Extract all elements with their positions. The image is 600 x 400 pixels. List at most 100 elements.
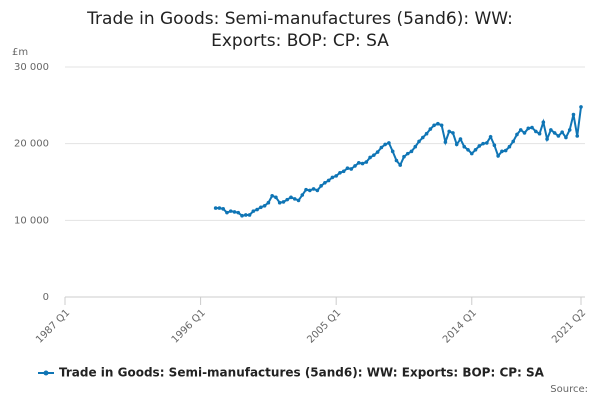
point (530, 125, 534, 130)
point (447, 129, 451, 134)
point (477, 144, 482, 148)
point (485, 141, 489, 145)
point (454, 142, 459, 147)
point (526, 126, 531, 131)
point (564, 135, 568, 140)
point (439, 123, 444, 128)
point (292, 197, 297, 201)
point (341, 169, 346, 174)
point (345, 166, 350, 170)
point (289, 195, 293, 200)
point (537, 131, 542, 136)
point (518, 128, 523, 132)
point (311, 187, 316, 191)
point (308, 188, 312, 193)
point (228, 209, 233, 213)
y-tick-label: 0 (43, 292, 49, 303)
point (398, 163, 403, 167)
point (326, 178, 331, 183)
point (417, 139, 421, 144)
point (266, 200, 271, 205)
point (255, 207, 259, 212)
point (500, 149, 504, 154)
point (315, 188, 320, 193)
point (300, 193, 305, 197)
x-tick-label: 1987 Q1 (34, 307, 72, 345)
point (421, 135, 425, 140)
point (424, 131, 429, 136)
y-unit: £m (12, 47, 28, 58)
point (492, 143, 497, 147)
point (387, 141, 391, 145)
point (390, 149, 395, 154)
point (571, 112, 576, 117)
point (356, 161, 361, 165)
point (394, 158, 399, 163)
point (338, 171, 342, 175)
point (560, 130, 564, 134)
x-tick-label: 2005 Q1 (305, 307, 343, 345)
point (432, 123, 436, 128)
point (360, 161, 365, 166)
point (413, 144, 418, 149)
point (304, 187, 308, 192)
point (409, 149, 414, 154)
point (232, 210, 237, 214)
point (503, 148, 508, 153)
point (462, 144, 467, 149)
point (364, 160, 369, 164)
point (274, 195, 278, 200)
point (511, 139, 516, 144)
point (262, 203, 267, 208)
point (368, 155, 372, 160)
point (240, 213, 244, 218)
source: Source: (550, 384, 588, 395)
point (534, 129, 538, 134)
point (330, 175, 335, 180)
point (567, 128, 572, 132)
y-tick-label: 10 000 (14, 215, 49, 226)
point (575, 134, 580, 138)
x-tick-label: 2014 Q1 (441, 307, 479, 345)
point (372, 153, 376, 157)
point (541, 120, 546, 124)
point (402, 154, 406, 159)
point (334, 174, 338, 178)
point (549, 128, 553, 132)
y-tick-label: 20 000 (14, 139, 49, 150)
point (515, 132, 519, 137)
x-tick-label: 1996 Q1 (170, 307, 208, 345)
point (496, 154, 500, 158)
point (319, 184, 323, 188)
point (466, 148, 470, 152)
point (375, 150, 380, 154)
point (349, 167, 354, 171)
point (225, 210, 229, 215)
chart-title: Trade in Goods: Semi-manufactures (5and6… (87, 9, 513, 51)
point (247, 213, 252, 217)
point (469, 151, 474, 156)
point (458, 137, 463, 141)
point (277, 200, 282, 205)
point (522, 131, 527, 135)
series-line (215, 106, 582, 217)
point (436, 121, 440, 126)
point (213, 206, 218, 210)
point (270, 194, 274, 198)
point (323, 180, 327, 185)
point (443, 140, 448, 144)
point (428, 127, 433, 131)
point (236, 210, 241, 215)
point (243, 213, 248, 217)
x-tick-label: 2021 Q2 (550, 307, 588, 345)
point (579, 105, 583, 109)
point (552, 131, 557, 135)
legend-marker (43, 370, 49, 376)
point (379, 145, 384, 150)
point (507, 144, 512, 149)
point (251, 209, 256, 213)
point (451, 131, 455, 135)
point (545, 137, 549, 141)
